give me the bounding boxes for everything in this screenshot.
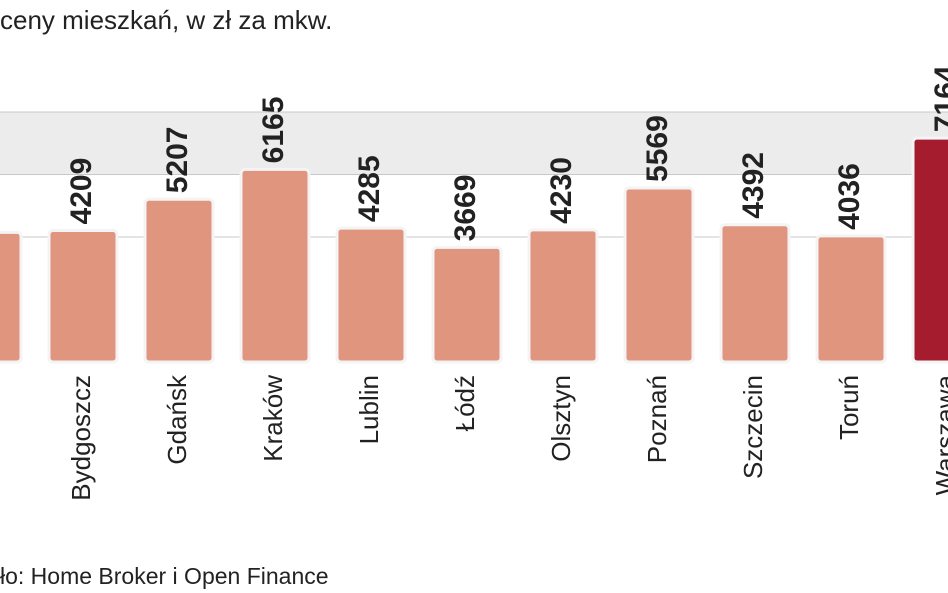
source: ło: Home Broker i Open Finance xyxy=(0,563,329,589)
bar xyxy=(623,186,695,364)
x-tick-label: Lublin xyxy=(354,375,384,444)
x-tick-label: Łódź xyxy=(450,375,480,431)
bar xyxy=(335,226,407,364)
value-label: 7164 xyxy=(929,65,948,132)
bar xyxy=(239,167,311,364)
bar xyxy=(431,245,503,364)
value-label: 4036 xyxy=(833,163,866,230)
x-tick-label: Olsztyn xyxy=(546,375,576,462)
x-tick-label: Bydgoszcz xyxy=(66,375,96,501)
bar xyxy=(143,197,215,364)
value-label: 5207 xyxy=(161,127,194,194)
value-label: 6165 xyxy=(257,97,290,164)
value-label: 5569 xyxy=(641,115,674,182)
bar xyxy=(719,223,791,364)
bar xyxy=(815,234,887,364)
chart-title: ceny mieszkań, w zł za mkw. xyxy=(0,5,332,35)
x-tick-label: Toruń xyxy=(834,375,864,440)
value-label: 4392 xyxy=(737,152,770,219)
bar xyxy=(47,228,119,364)
value-label: 4285 xyxy=(353,155,386,222)
x-tick-label: Kraków xyxy=(258,375,288,462)
bar xyxy=(911,136,948,364)
bar xyxy=(0,230,23,364)
value-label: 3669 xyxy=(449,175,482,242)
value-label: 4230 xyxy=(545,157,578,224)
x-tick-label: Poznań xyxy=(642,375,672,463)
value-label: 4209 xyxy=(65,158,98,225)
x-tick-label: Warszawa xyxy=(930,374,948,495)
band-shade xyxy=(0,112,948,174)
x-tick-label: Szczecin xyxy=(738,375,768,479)
x-tick-label: Gdańsk xyxy=(162,374,192,465)
bar xyxy=(527,228,599,364)
